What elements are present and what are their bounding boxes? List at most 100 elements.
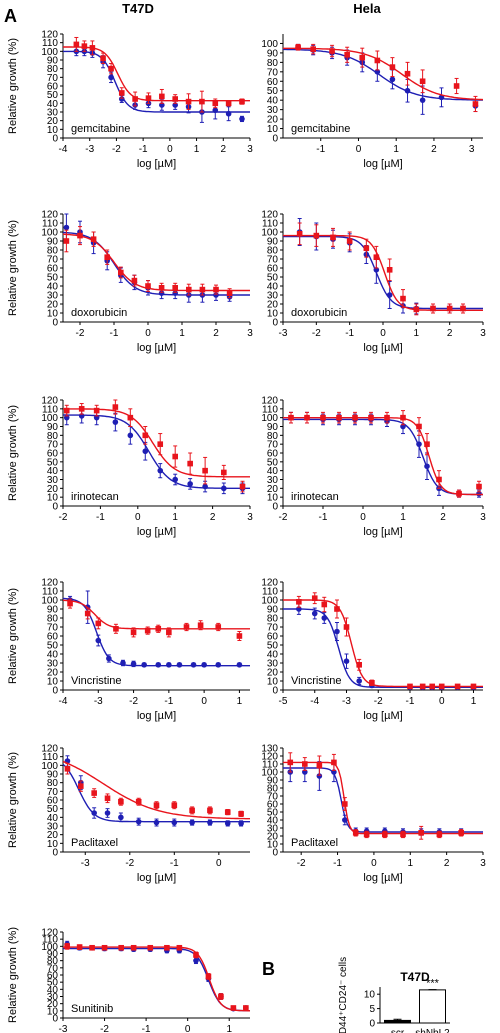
x-tick-label: 2 [431,144,437,155]
data-point-series-2 [352,830,359,836]
data-point-series-2 [132,96,138,102]
data-point-series-2 [311,595,318,601]
data-point-series-2 [221,469,227,476]
y-tick-label: 0 [272,686,278,697]
x-axis-label: log [µM] [363,158,402,170]
y-tick-label: 110 [42,752,58,763]
y-tick-label: 50 [47,273,59,284]
y-tick-label: 120 [261,578,278,589]
y-tick-label: 90 [47,237,59,248]
y-tick-label: 120 [41,928,58,939]
data-point-series-2 [400,831,406,838]
data-point-series-1 [157,467,164,474]
y-tick-label: 80 [47,614,59,625]
drug-label: Vincristine [291,675,342,687]
y-tick-label: 60 [47,796,59,807]
data-point-series-2 [352,414,358,421]
data-point-series-2 [118,798,124,805]
y-tick-label: 10 [267,840,279,851]
fit-curve-series-1 [63,947,251,1012]
y-tick-label: 10 [267,677,279,688]
x-tick-label: 1 [393,144,399,155]
x-tick-label: -4 [59,696,68,707]
data-point-series-2 [454,683,461,690]
data-point-series-2 [164,944,170,951]
y-tick-label: 50 [47,978,59,989]
data-point-series-2 [287,759,294,766]
data-point-series-2 [63,238,70,244]
y-tick-label: 0 [272,318,278,329]
y-tick-label: 120 [261,210,278,221]
y-axis-label: Relative growth (%) [7,220,19,316]
y-tick-label: 60 [267,632,279,643]
data-point-series-2 [157,441,164,447]
x-tick-label: 0 [201,696,207,707]
data-point-series-2 [153,802,160,808]
y-tick-label: 90 [267,605,279,616]
y-tick-label: 100 [261,39,278,50]
y-tick-label: 40 [267,96,279,107]
fit-curve-series-2 [63,946,250,1012]
y-tick-label: 80 [47,64,59,75]
y-tick-label: 40 [47,466,59,477]
y-tick-label: 60 [47,971,59,982]
data-point-series-2 [363,831,370,838]
data-point-series-2 [368,414,374,421]
y-tick-label: 30 [47,659,59,670]
data-point-series-2 [343,624,350,630]
y-tick-label: 100 [261,413,278,424]
drug-label: Sunitinib [71,1003,113,1015]
drug-label: gemcitabine [71,123,130,135]
data-point-series-2 [130,629,137,636]
x-axis-label: log [µM] [137,342,176,354]
y-tick-label: 90 [47,770,59,781]
y-tick-label: 10 [267,124,279,135]
y-tick-label: 60 [47,264,59,275]
data-point-series-2 [374,57,381,64]
data-point-series-2 [470,683,477,690]
fit-curve-series-1 [283,608,483,688]
y-tick-label: 40 [267,282,279,293]
data-point-series-1 [130,661,137,667]
y-tick-label: 20 [47,830,59,841]
y-tick-label: 10 [47,677,59,688]
data-point-series-1 [112,419,119,425]
data-point-series-2 [296,599,302,605]
y-tick-label: 0 [52,1014,58,1025]
data-point-series-2 [458,830,464,836]
x-tick-label: -2 [76,328,85,339]
drug-label: gemcitabine [291,123,350,135]
y-tick-label: 70 [267,440,279,451]
x-tick-label: -2 [297,858,306,869]
x-tick-label: -5 [279,696,288,707]
y-tick-label: 5 [369,1004,375,1015]
y-tick-label: 70 [267,67,279,78]
y-tick-label: 100 [41,47,58,58]
data-point-series-2 [113,626,119,632]
y-tick-label: 50 [267,86,279,97]
data-point-series-2 [64,766,71,772]
data-point-series-2 [202,467,208,474]
data-point-series-2 [144,627,151,634]
x-tick-label: 0 [216,858,222,869]
data-point-series-1 [166,662,172,668]
y-tick-label: 110 [42,935,58,946]
data-point-series-2 [91,790,97,796]
data-point-series-1 [343,658,350,664]
x-tick-label: 2 [221,144,227,155]
fit-curve-series-1 [283,235,483,310]
y-tick-label: 110 [42,404,58,415]
data-point-series-2 [238,811,244,817]
data-point-series-1 [342,817,348,823]
y-tick-label: 50 [47,457,59,468]
data-point-series-1 [212,107,219,114]
y-tick-label: 80 [47,431,59,442]
data-point-series-2 [186,286,192,293]
y-axis-label: Relative growth (%) [7,38,19,134]
y-tick-label: 80 [267,784,279,795]
x-tick-label: 3 [480,512,486,523]
y-tick-label: 70 [47,623,59,634]
data-point-series-2 [78,406,85,412]
